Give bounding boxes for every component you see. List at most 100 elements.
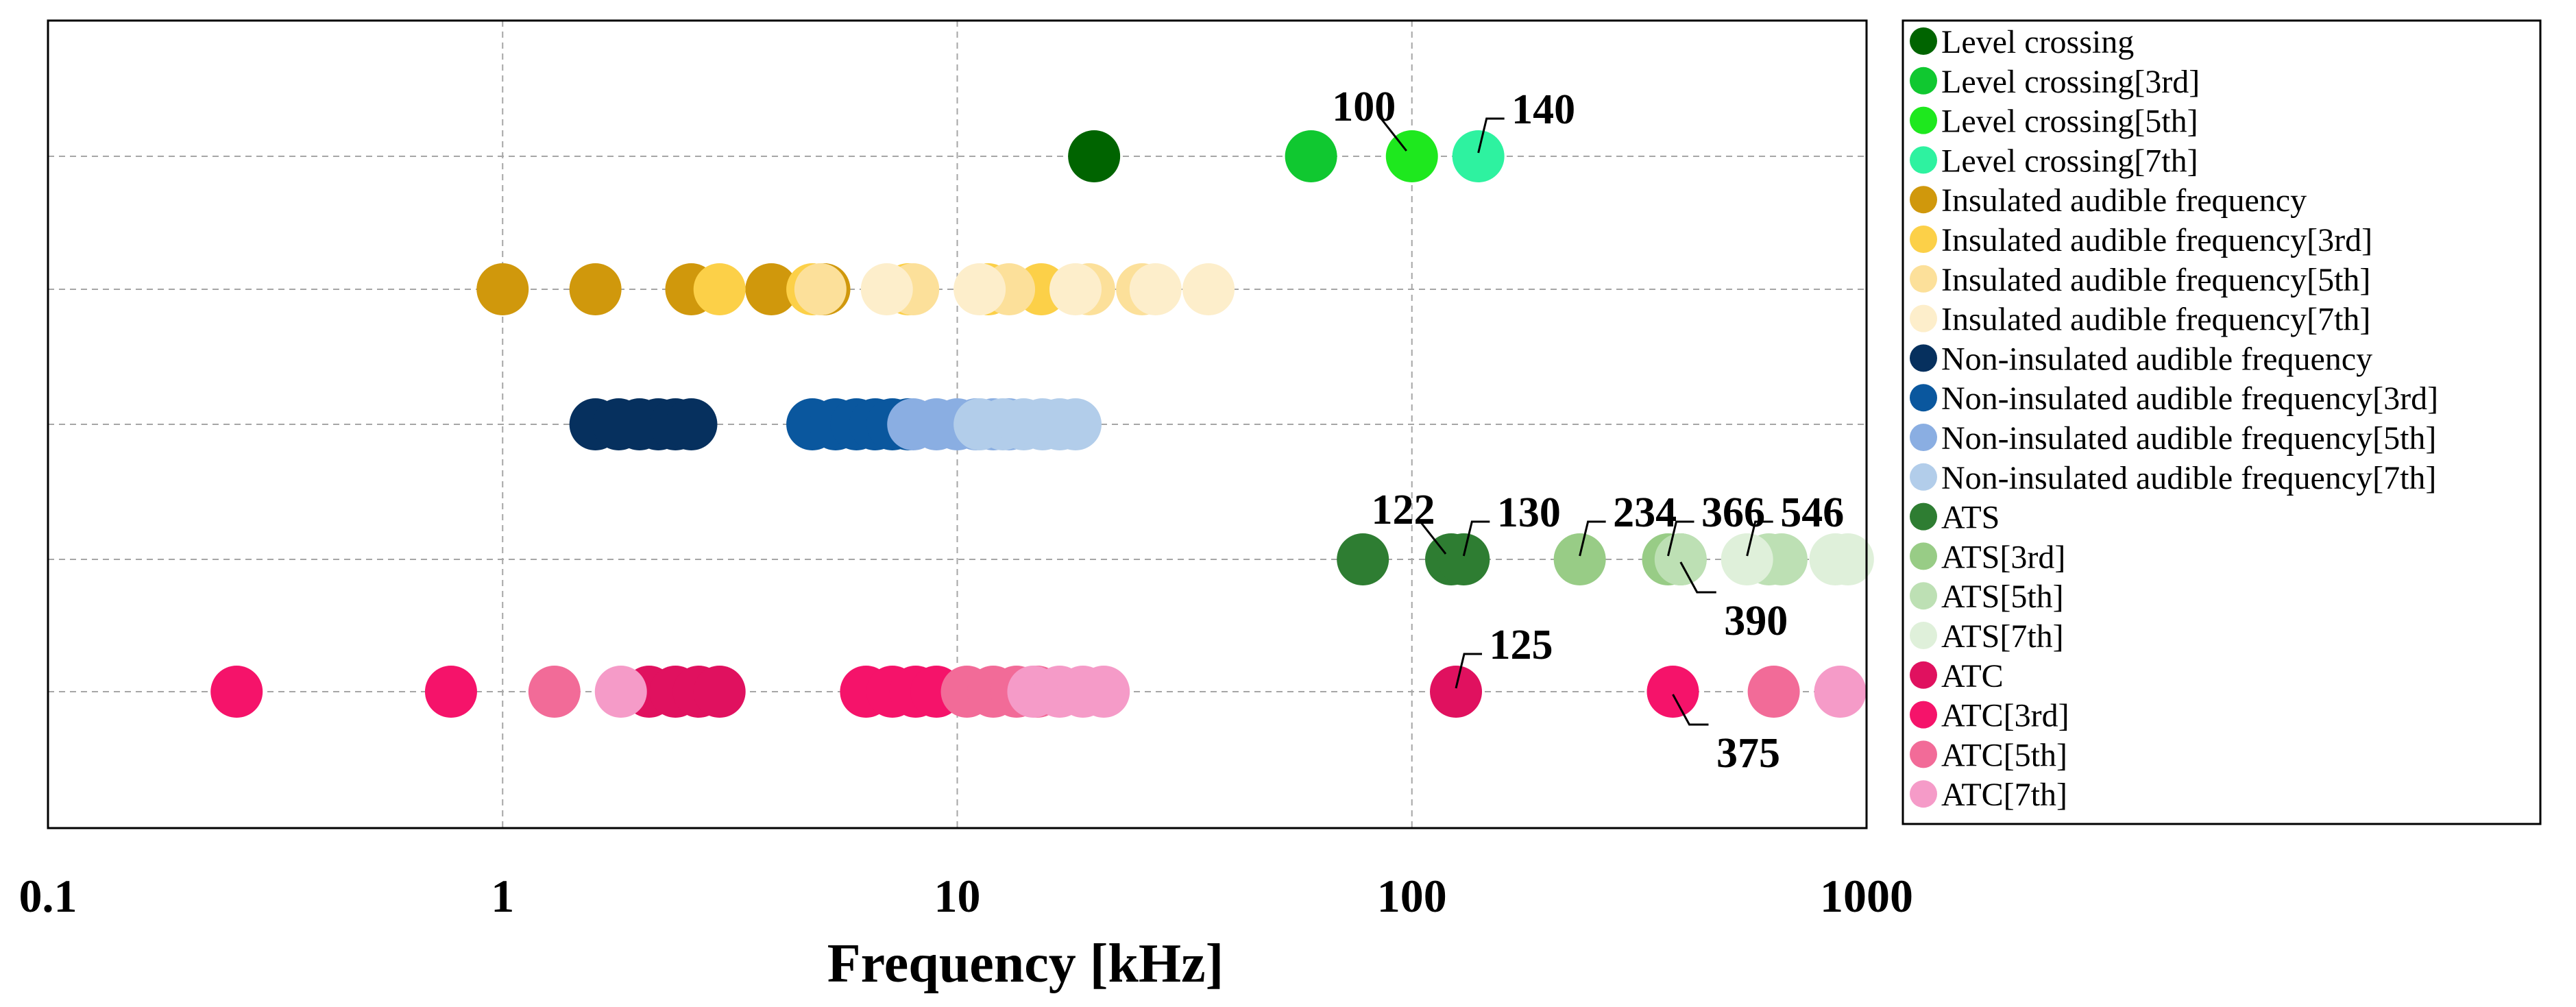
- x-tick-label: 1: [491, 870, 514, 922]
- annotation-label: 100: [1332, 84, 1396, 130]
- data-point: [1182, 263, 1235, 315]
- data-point: [210, 666, 263, 718]
- legend-swatch: [1910, 27, 1937, 55]
- data-point: [476, 263, 529, 315]
- data-point: [1654, 533, 1707, 585]
- legend-label: Non-insulated audible frequency[3rd]: [1941, 380, 2438, 417]
- plot-frame: [47, 19, 1868, 829]
- legend-swatch: [1910, 186, 1937, 214]
- data-point: [1647, 666, 1699, 718]
- annotation-label: 366: [1701, 489, 1765, 536]
- x-tick-label: 1000: [1820, 870, 1913, 922]
- legend-label: Insulated audible frequency: [1941, 182, 2307, 219]
- legend-label: Insulated audible frequency[7th]: [1941, 302, 2370, 338]
- legend-label: ATC[7th]: [1941, 777, 2067, 813]
- annotation-label: 546: [1780, 489, 1844, 536]
- legend-swatch: [1910, 661, 1937, 689]
- annotation-leader-line: [1419, 521, 1447, 555]
- annotation-leader-line: [1746, 520, 1773, 557]
- legend-swatch: [1910, 463, 1937, 491]
- legend-swatch: [1910, 740, 1937, 768]
- legend-label: Non-insulated audible frequency: [1941, 341, 2372, 377]
- legend-label: ATC[5th]: [1941, 737, 2067, 773]
- data-point: [794, 263, 847, 315]
- legend-swatch: [1910, 226, 1937, 253]
- data-point: [569, 263, 622, 315]
- data-point: [1385, 130, 1438, 182]
- x-tick-label: 10: [934, 870, 981, 922]
- legend-swatch: [1910, 66, 1937, 95]
- annotation-label: 140: [1511, 86, 1575, 133]
- data-point: [1452, 130, 1505, 182]
- legend-swatch: [1910, 582, 1937, 610]
- data-point: [1430, 666, 1483, 718]
- legend-label: ATC: [1941, 658, 2004, 694]
- data-point: [424, 666, 477, 718]
- annotation-leader-line: [1477, 117, 1505, 154]
- legend-swatch: [1910, 780, 1937, 808]
- data-point: [953, 263, 1006, 315]
- legend-label: Level crossing: [1941, 24, 2134, 60]
- annotation-label: 122: [1372, 487, 1435, 533]
- data-point: [1049, 398, 1102, 450]
- data-point: [1821, 533, 1874, 585]
- legend-swatch: [1910, 265, 1937, 293]
- data-point: [745, 263, 798, 315]
- legend-label: ATS[7th]: [1941, 618, 2064, 655]
- legend-swatch: [1910, 384, 1937, 412]
- legend-label: Level crossing[5th]: [1941, 104, 2198, 140]
- annotation-leader-line: [1672, 694, 1709, 726]
- data-point: [1068, 130, 1121, 182]
- legend-label: ATC[3rd]: [1941, 698, 2069, 734]
- legend-label: Level crossing[7th]: [1941, 143, 2198, 179]
- legend-swatch: [1910, 502, 1937, 531]
- legend-label: Insulated audible frequency[5th]: [1941, 262, 2370, 298]
- legend-swatch: [1910, 622, 1937, 649]
- annotation-label: 390: [1724, 598, 1788, 644]
- data-point: [1129, 263, 1182, 315]
- annotation-label: 234: [1613, 489, 1677, 536]
- annotation-leader-line: [1667, 520, 1694, 557]
- data-point: [1049, 263, 1102, 315]
- legend-swatch: [1910, 344, 1937, 372]
- data-point: [528, 666, 581, 718]
- data-point: [693, 263, 746, 315]
- legend-swatch: [1910, 304, 1937, 332]
- legend-label: Non-insulated audible frequency[5th]: [1941, 420, 2436, 457]
- legend-label: ATS[3rd]: [1941, 539, 2065, 575]
- data-point: [1285, 130, 1337, 182]
- legend: Level crossing Level crossing[3rd] Level c…: [1901, 19, 2542, 825]
- annotation-leader-line: [1579, 520, 1606, 557]
- annotation-leader-line: [1380, 118, 1407, 151]
- annotation-label: 125: [1490, 622, 1553, 668]
- annotations: 100 140 122 130 234 366 546 390 125 375: [1332, 84, 1844, 777]
- data-point: [1721, 533, 1773, 585]
- legend-swatch: [1910, 424, 1937, 451]
- legend-label: Non-insulated audible frequency[7th]: [1941, 460, 2436, 496]
- data-point: [1078, 666, 1130, 718]
- x-axis-ticks: 0.1 1 10 100 1000: [19, 870, 1914, 922]
- data-point: [594, 666, 647, 718]
- annotation-leader-line: [1679, 561, 1716, 594]
- x-tick-label: 100: [1377, 870, 1447, 922]
- data-point: [1814, 666, 1867, 718]
- annotation-leader-line: [1455, 653, 1483, 689]
- legend-label: ATS: [1941, 500, 2000, 536]
- legend-swatch: [1910, 106, 1937, 134]
- legend-box: [1901, 19, 2542, 825]
- data-point: [665, 398, 718, 450]
- annotation-leader-line: [1462, 520, 1490, 557]
- data-point: [860, 263, 913, 315]
- legend-label: Level crossing[3rd]: [1941, 64, 2200, 100]
- legend-swatch: [1910, 146, 1937, 174]
- x-tick-label: 0.1: [19, 870, 77, 922]
- data-point: [1553, 533, 1606, 585]
- annotation-label: 130: [1497, 489, 1561, 536]
- legend-label: Insulated audible frequency[3rd]: [1941, 222, 2372, 258]
- data-point: [1747, 666, 1800, 718]
- legend-swatch: [1910, 542, 1937, 570]
- x-axis-title: Frequency [kHz]: [827, 934, 1224, 994]
- legend-label: ATS[5th]: [1941, 579, 2064, 615]
- annotation-label: 375: [1716, 730, 1780, 777]
